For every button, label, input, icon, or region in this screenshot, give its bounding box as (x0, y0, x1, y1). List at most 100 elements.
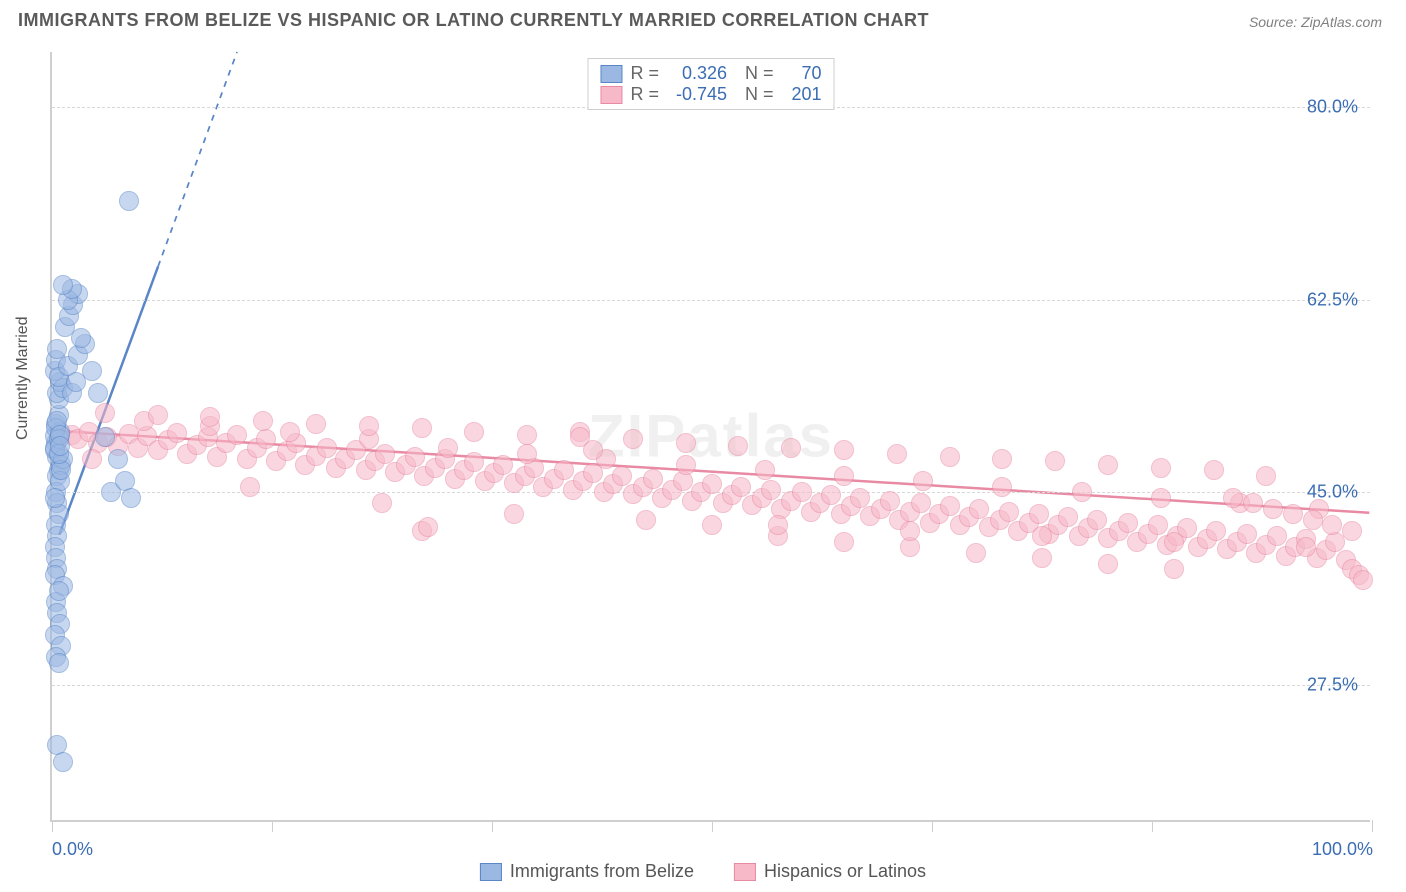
r-value-hispanic: -0.745 (667, 84, 727, 105)
hispanic-point (1072, 482, 1092, 502)
y-tick-label: 27.5% (1307, 674, 1358, 695)
belize-point (49, 653, 69, 673)
hispanic-point (834, 440, 854, 460)
hispanic-point (880, 491, 900, 511)
hispanic-point (1045, 451, 1065, 471)
r-label: R = (630, 84, 659, 105)
x-tick (272, 820, 273, 832)
x-tick (712, 820, 713, 832)
hispanic-point (359, 416, 379, 436)
hispanic-point (517, 444, 537, 464)
hispanic-point (768, 515, 788, 535)
hispanic-point (643, 469, 663, 489)
x-tick (52, 820, 53, 832)
hispanic-point (554, 460, 574, 480)
source-label: Source: ZipAtlas.com (1249, 14, 1382, 30)
r-label: R = (630, 63, 659, 84)
hispanic-point (940, 496, 960, 516)
hispanic-point (82, 449, 102, 469)
hispanic-point (493, 455, 513, 475)
belize-point (88, 383, 108, 403)
hispanic-point (731, 477, 751, 497)
hispanic-point (256, 429, 276, 449)
trend-lines (52, 52, 1370, 820)
x-tick (1152, 820, 1153, 832)
hispanic-point (1032, 526, 1052, 546)
x-tick (492, 820, 493, 832)
hispanic-point (702, 515, 722, 535)
hispanic-point (1263, 499, 1283, 519)
belize-point (50, 436, 70, 456)
n-value-hispanic: 201 (782, 84, 822, 105)
gridline (52, 685, 1370, 686)
hispanic-point (95, 403, 115, 423)
plot-area: ZIPatlas R = 0.326 N = 70 R = -0.745 N =… (50, 52, 1370, 822)
swatch-belize (480, 863, 502, 881)
legend-item-belize: Immigrants from Belize (480, 861, 694, 882)
legend-bottom: Immigrants from Belize Hispanics or Lati… (480, 861, 926, 882)
hispanic-point (1151, 488, 1171, 508)
hispanic-point (200, 407, 220, 427)
hispanic-point (1303, 510, 1323, 530)
belize-point (82, 361, 102, 381)
hispanic-point (1237, 524, 1257, 544)
hispanic-point (850, 488, 870, 508)
hispanic-point (438, 438, 458, 458)
x-tick-label: 100.0% (1312, 839, 1373, 860)
hispanic-point (1223, 488, 1243, 508)
hispanic-point (148, 405, 168, 425)
belize-point (49, 581, 69, 601)
stats-row-belize: R = 0.326 N = 70 (600, 63, 821, 84)
belize-point (53, 752, 73, 772)
hispanic-point (999, 502, 1019, 522)
hispanic-point (412, 418, 432, 438)
hispanic-point (375, 444, 395, 464)
hispanic-point (761, 480, 781, 500)
hispanic-point (940, 447, 960, 467)
hispanic-point (1243, 493, 1263, 513)
hispanic-point (1204, 460, 1224, 480)
hispanic-point (167, 423, 187, 443)
gridline (52, 300, 1370, 301)
hispanic-point (1283, 504, 1303, 524)
belize-point (119, 191, 139, 211)
hispanic-point (464, 422, 484, 442)
legend-label-belize: Immigrants from Belize (510, 861, 694, 882)
hispanic-point (280, 422, 300, 442)
stats-legend-box: R = 0.326 N = 70 R = -0.745 N = 201 (587, 58, 834, 110)
hispanic-point (781, 438, 801, 458)
hispanic-point (1322, 515, 1342, 535)
hispanic-point (1256, 466, 1276, 486)
hispanic-point (1151, 458, 1171, 478)
hispanic-point (834, 466, 854, 486)
y-tick-label: 62.5% (1307, 289, 1358, 310)
hispanic-point (623, 429, 643, 449)
legend-label-hispanic: Hispanics or Latinos (764, 861, 926, 882)
x-tick (932, 820, 933, 832)
n-label: N = (745, 63, 774, 84)
hispanic-point (306, 414, 326, 434)
hispanic-point (504, 504, 524, 524)
hispanic-point (702, 474, 722, 494)
hispanic-point (1087, 510, 1107, 530)
hispanic-point (913, 471, 933, 491)
hispanic-point (966, 543, 986, 563)
stats-row-hispanic: R = -0.745 N = 201 (600, 84, 821, 105)
y-tick-label: 80.0% (1307, 97, 1358, 118)
n-value-belize: 70 (782, 63, 822, 84)
hispanic-point (1029, 504, 1049, 524)
hispanic-point (1118, 513, 1138, 533)
hispanic-point (418, 517, 438, 537)
belize-point (108, 449, 128, 469)
r-value-belize: 0.326 (667, 63, 727, 84)
x-tick-label: 0.0% (52, 839, 93, 860)
hispanic-point (1164, 559, 1184, 579)
legend-item-hispanic: Hispanics or Latinos (734, 861, 926, 882)
hispanic-point (1353, 570, 1373, 590)
hispanic-point (317, 438, 337, 458)
hispanic-point (969, 499, 989, 519)
hispanic-point (1058, 507, 1078, 527)
hispanic-point (992, 449, 1012, 469)
hispanic-point (992, 477, 1012, 497)
hispanic-point (636, 510, 656, 530)
